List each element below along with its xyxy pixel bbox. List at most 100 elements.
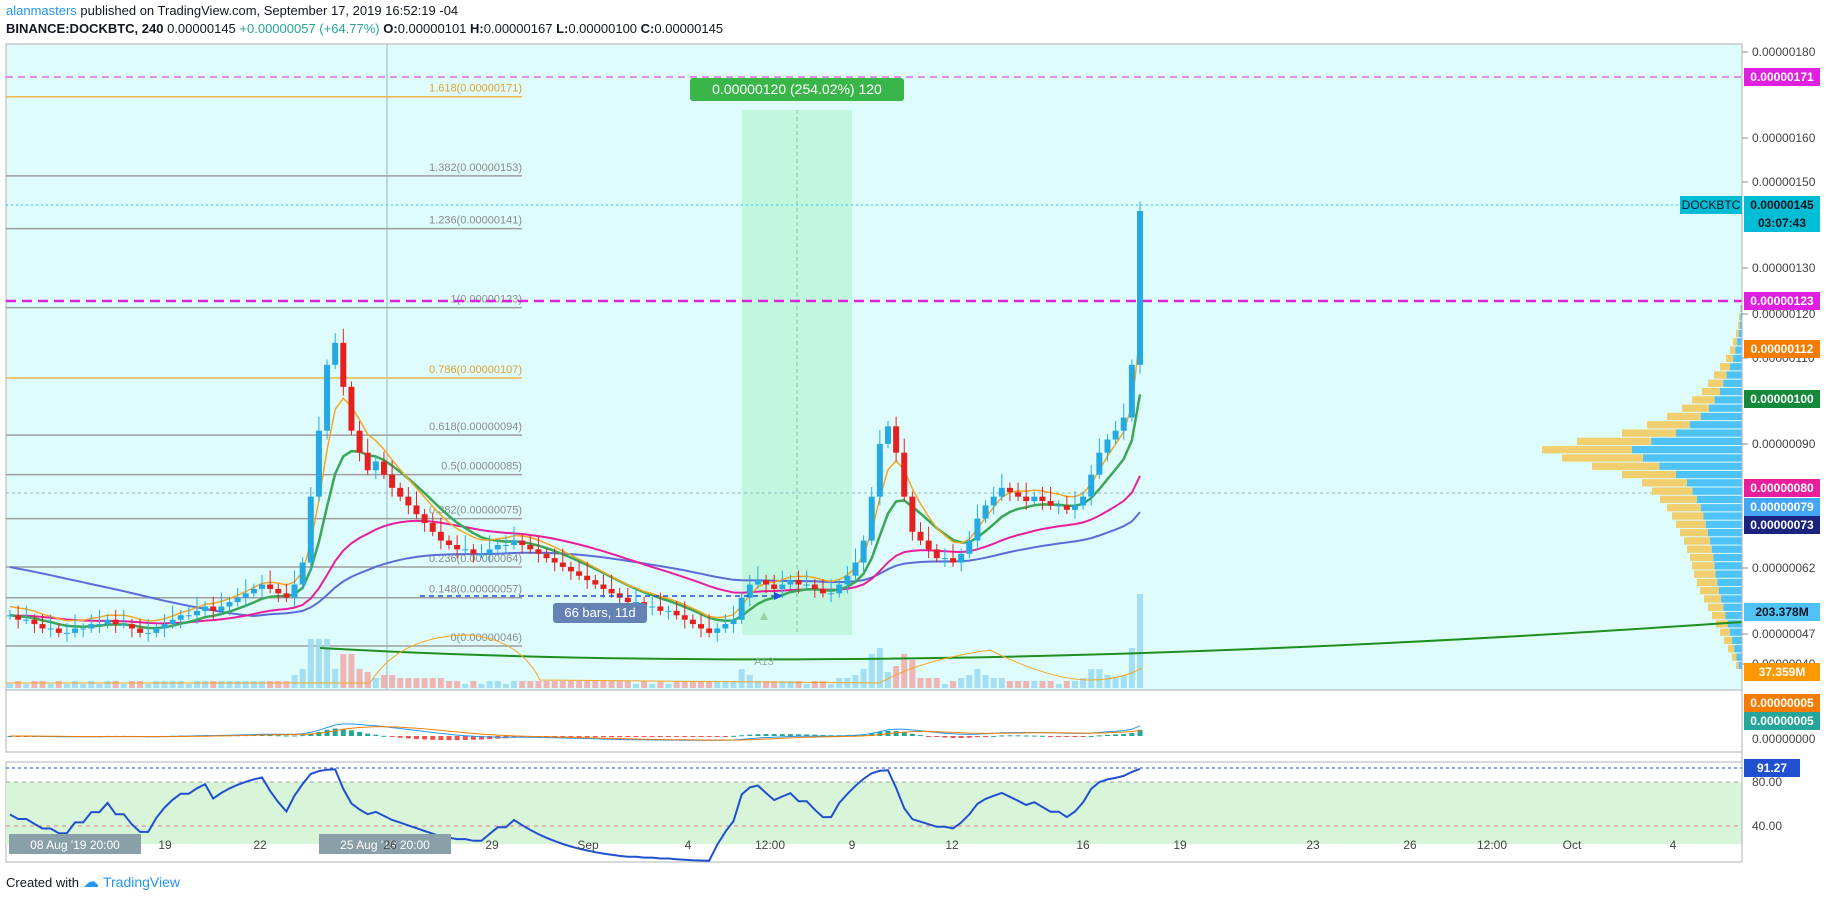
candle-body: [429, 523, 436, 532]
volume-bar: [1031, 681, 1038, 688]
fib-label: 0.618(0.00000094): [429, 421, 522, 433]
profile-bar-up: [1733, 354, 1742, 363]
time-tick-label: Oct: [1563, 838, 1582, 852]
volume-bar: [884, 672, 891, 688]
volume-bar: [104, 681, 111, 688]
price-tag-ema_fast: [1744, 340, 1820, 358]
profile-bar-down: [1687, 545, 1712, 553]
candle-body: [909, 496, 916, 532]
volume-bar: [478, 684, 485, 688]
volume-bar: [137, 681, 144, 688]
profile-bar-down: [1692, 562, 1715, 570]
profile-bar-up: [1721, 595, 1742, 603]
candle-body: [519, 540, 526, 545]
macd-bar: [641, 736, 647, 737]
measure-label-box[interactable]: [690, 78, 904, 101]
trend-curve[interactable]: [319, 621, 1743, 661]
volume-bar: [364, 672, 371, 688]
macd-bar: [397, 736, 403, 738]
volume-bar: [437, 678, 444, 688]
macd-bar: [755, 734, 761, 736]
profile-bar-up: [1727, 620, 1742, 628]
chart-area[interactable]: 1.618(0.00000171) 1.382(0.00000153) 1.236(…: [0, 40, 1828, 885]
macd-bar: [787, 734, 793, 736]
profile-bar-down: [1622, 429, 1676, 437]
rsi-tick-label: 80.00: [1752, 775, 1782, 789]
macd-bar: [779, 734, 785, 736]
volume-bar: [641, 681, 648, 688]
volume-bar: [681, 681, 688, 688]
symbol-tag: [1680, 196, 1742, 214]
profile-bar-up: [1711, 545, 1742, 553]
rsi-band: [6, 782, 1742, 844]
volume-bar: [1080, 678, 1087, 688]
volume-bar: [998, 678, 1005, 688]
profile-bar-down: [1708, 603, 1724, 611]
volume-bar: [128, 681, 135, 688]
candle-body: [242, 593, 249, 598]
volume-bar: [421, 678, 428, 688]
profile-bar-up: [1725, 611, 1742, 620]
volume-bar: [161, 681, 168, 688]
fib-retracement[interactable]: 1.618(0.00000171) 1.382(0.00000153) 1.236(…: [6, 83, 522, 647]
author-link[interactable]: alanmasters: [6, 3, 77, 18]
profile-bar-down: [1680, 528, 1708, 537]
candle-body: [1088, 474, 1095, 497]
candle-body: [234, 597, 241, 603]
price-tag-ema_mid: [1744, 390, 1820, 408]
profile-bar-up: [1696, 495, 1742, 504]
candle-body: [1031, 496, 1038, 502]
profile-bar-down: [1728, 645, 1735, 653]
profile-bar-up: [1707, 528, 1742, 537]
candle-body: [819, 588, 826, 594]
volume-bar: [348, 654, 355, 688]
candle-body: [1063, 505, 1070, 510]
profile-bar-up: [1659, 462, 1742, 470]
candle-body: [576, 571, 583, 576]
candle-body: [1039, 496, 1046, 502]
volume-bar: [454, 681, 461, 688]
profile-bar-up: [1735, 346, 1742, 354]
volume-bar: [1088, 669, 1095, 688]
candle-body: [1120, 417, 1127, 431]
profile-bar-up: [1736, 653, 1742, 661]
fib-label: 0.236(0.00000064): [429, 553, 522, 565]
tradingview-link[interactable]: TradingView: [102, 874, 181, 890]
profile-bar-down: [1724, 636, 1733, 645]
price-tag-label-countdown: 03:07:43: [1758, 216, 1806, 230]
candle-body: [267, 584, 274, 589]
candle-body: [990, 496, 997, 506]
last-price: 0.00000145: [167, 21, 236, 36]
volume-bar: [657, 681, 664, 688]
profile-bar-down: [1667, 504, 1701, 512]
macd-bar: [983, 736, 989, 737]
time-tick-label: 9: [849, 838, 856, 852]
volume-bar: [494, 681, 501, 688]
time-tick-label: Sep: [577, 838, 599, 852]
candle-body: [120, 624, 127, 626]
volume-bar: [267, 681, 274, 688]
low-label: L:: [556, 21, 569, 36]
volume-bar: [1006, 681, 1013, 688]
volume-bar: [828, 684, 835, 688]
candle-body: [876, 443, 883, 497]
candle-body: [478, 553, 485, 555]
a13-marker: [760, 612, 768, 620]
volume-bar: [226, 681, 233, 688]
volume-bar: [616, 681, 623, 688]
volume-bar: [950, 681, 957, 688]
profile-bar-up: [1739, 321, 1742, 329]
profile-bar-down: [1714, 371, 1727, 379]
candle-body: [72, 628, 79, 633]
candle-body: [901, 452, 908, 497]
profile-bar-up: [1676, 429, 1742, 437]
volume-bar: [356, 669, 363, 688]
candle-body: [356, 430, 363, 453]
fib-label: 0.5(0.00000085): [441, 461, 522, 473]
candle-body: [437, 531, 444, 541]
candle-body: [210, 606, 217, 611]
profile-bar-down: [1592, 462, 1660, 470]
price-tick-label: 0.00000120: [1752, 307, 1816, 321]
price-axis[interactable]: 0.00000180 0.00000160 0.00000150 0.00000130…: [1742, 45, 1816, 671]
